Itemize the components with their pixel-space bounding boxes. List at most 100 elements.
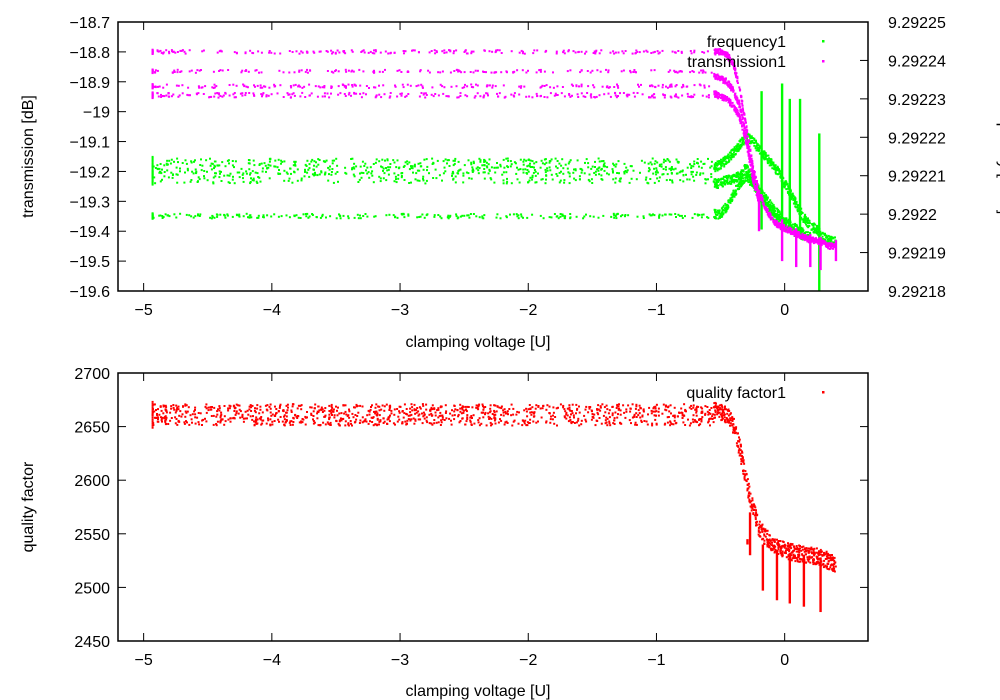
data-point [249, 415, 252, 418]
data-point [224, 216, 227, 219]
data-point [693, 49, 696, 52]
data-point [726, 83, 729, 86]
data-point [713, 90, 716, 93]
data-point [617, 86, 620, 89]
data-point [673, 419, 676, 422]
data-point [741, 138, 744, 141]
data-point [418, 406, 421, 409]
data-point [625, 166, 628, 169]
data-point [734, 96, 737, 99]
data-point [396, 95, 399, 98]
data-point [677, 50, 680, 52]
data-point [332, 51, 334, 54]
data-point [722, 204, 725, 207]
data-point [722, 209, 725, 212]
data-point [729, 182, 732, 185]
data-point [325, 50, 328, 52]
data-point [590, 96, 593, 99]
data-point [159, 49, 162, 52]
data-point [769, 160, 772, 163]
data-point [754, 180, 757, 183]
data-point [467, 172, 470, 175]
data-point [775, 169, 778, 171]
data-point [550, 173, 553, 176]
data-point [584, 161, 586, 164]
data-point [727, 176, 730, 179]
data-point [762, 204, 765, 206]
data-point [594, 160, 596, 163]
data-point [714, 74, 717, 76]
data-point [801, 212, 804, 214]
data-point [478, 167, 481, 170]
data-point [441, 179, 443, 182]
data-point [220, 180, 223, 182]
data-point [177, 84, 180, 87]
data-point [756, 188, 759, 191]
data-point [695, 411, 698, 414]
data-point [175, 404, 178, 407]
data-point [246, 417, 248, 420]
data-point [535, 161, 538, 164]
data-point [723, 163, 726, 166]
data-point [804, 235, 807, 238]
data-point [742, 129, 745, 132]
data-point [578, 85, 580, 88]
data-point [335, 157, 338, 160]
data-point [165, 416, 168, 419]
data-point [197, 421, 200, 424]
data-point [715, 179, 718, 181]
data-point [382, 167, 385, 170]
data-point [367, 422, 370, 425]
data-point [756, 143, 759, 146]
data-point [310, 92, 313, 95]
data-point [151, 183, 154, 186]
data-point [731, 198, 734, 201]
data-point [708, 409, 711, 411]
data-point [811, 240, 814, 242]
data-point [602, 414, 605, 417]
data-point [151, 157, 154, 160]
data-point [632, 169, 635, 172]
data-point [337, 180, 339, 183]
data-point [436, 409, 439, 412]
data-point [471, 417, 473, 419]
data-point [744, 119, 747, 121]
data-point [246, 409, 249, 412]
data-point [300, 404, 303, 407]
data-point [775, 216, 778, 219]
data-point [285, 415, 288, 418]
data-point [380, 96, 383, 99]
data-point [453, 50, 455, 53]
data-point [364, 162, 367, 165]
data-point [184, 52, 187, 55]
data-point [395, 181, 398, 184]
data-point [252, 177, 255, 180]
data-point [693, 163, 696, 165]
data-point [233, 96, 236, 99]
data-point [262, 214, 265, 217]
data-point [512, 420, 515, 423]
data-point [751, 164, 754, 167]
data-point [729, 103, 732, 106]
data-point [725, 175, 728, 178]
data-point [604, 165, 606, 168]
data-point [378, 93, 381, 96]
data-point [502, 171, 505, 174]
data-point [347, 69, 350, 72]
data-point [771, 204, 774, 207]
data-point [729, 200, 732, 202]
data-point [257, 214, 260, 217]
data-point [245, 170, 248, 173]
data-point [707, 96, 710, 99]
data-point [763, 207, 766, 210]
data-point [558, 171, 561, 174]
data-point [493, 166, 496, 169]
data-point [535, 421, 538, 424]
data-point [357, 181, 360, 183]
data-point [475, 215, 478, 218]
data-point [742, 170, 745, 173]
data-point [719, 51, 722, 54]
data-point [188, 49, 191, 52]
data-point [772, 161, 775, 164]
data-point [362, 70, 365, 73]
